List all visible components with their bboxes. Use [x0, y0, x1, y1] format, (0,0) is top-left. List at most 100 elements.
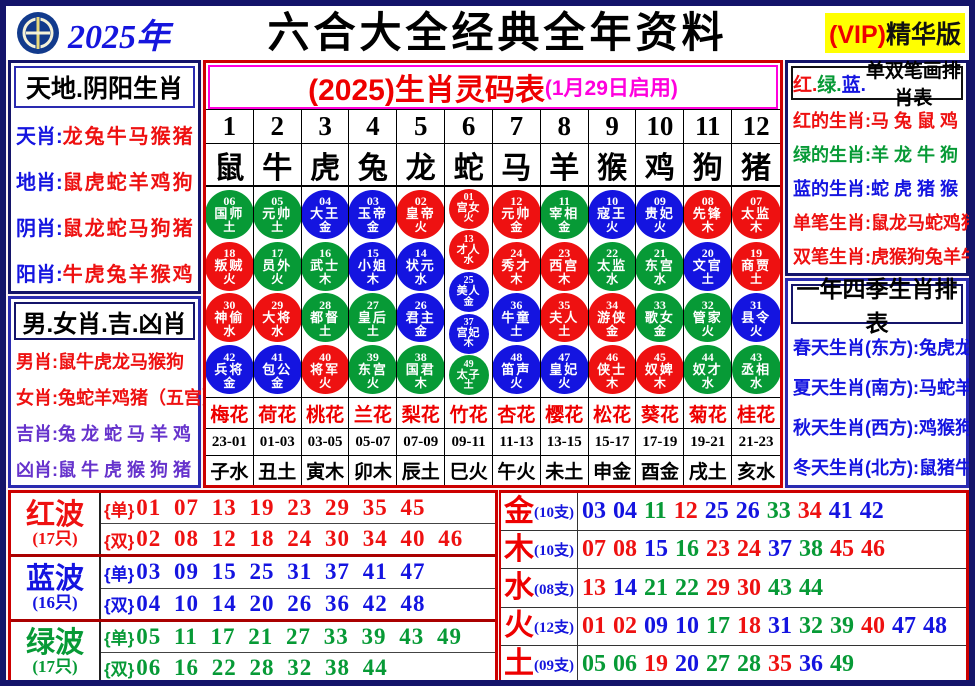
element-name: 土 — [504, 647, 534, 681]
ball-column: 04 大王金 16 武士木 28 都督土 40 将军火 — [301, 187, 350, 397]
number-ball: 43 丞相水 — [732, 345, 780, 395]
element-numbers: 03 04 11 12 25 26 33 34 41 42 — [578, 498, 891, 525]
item-value: 马蛇羊 — [918, 378, 973, 398]
ball-number: 20 — [701, 246, 714, 261]
hour-range: 05-07 — [349, 429, 398, 455]
branch-row: 子水 丑土 寅木 卯木 辰土 巳火 午火 未土 申金 酉金 戌土 亥水 — [206, 455, 780, 485]
number-ball: 11 宰相金 — [540, 189, 588, 239]
hour-range: 07-09 — [397, 429, 446, 455]
column-number: 10 — [636, 110, 685, 143]
ball-number: 22 — [606, 246, 619, 261]
ball-number: 39 — [366, 349, 379, 364]
number-ball: 41 包公金 — [253, 345, 301, 395]
ball-element: 土 — [271, 220, 284, 235]
ball-element: 水 — [653, 271, 666, 286]
wave-number-row: {单} 05 11 17 21 27 33 39 43 49 — [101, 622, 495, 653]
number-ball: 36 牛童土 — [492, 293, 540, 343]
element-number: 03 — [582, 498, 606, 525]
ball-number: 41 — [271, 349, 284, 364]
ball-element: 金 — [653, 323, 666, 338]
odd-even-tag: {双} — [104, 531, 135, 551]
ball-number: 10 — [606, 194, 619, 209]
element-number: 28 — [737, 650, 761, 677]
ball-number: 31 — [750, 298, 763, 313]
wave-rows: {单} 03 09 15 25 31 37 41 47 {双} 04 10 14 20… — [101, 557, 495, 618]
color-stroke-box: 红. 绿. 蓝. 单双笔画排肖表 红的生肖: 马 兔 鼠 鸡绿的生肖: 羊 龙 牛 狗蓝的生… — [785, 60, 969, 276]
wave-group: 红波 (17只) {单} 01 07 13 19 23 29 35 45 {双} 02 0… — [11, 493, 495, 555]
ball-number: 40 — [319, 349, 332, 364]
number-ball: 06 国师土 — [206, 189, 253, 239]
ball-title: 叛贼 — [214, 258, 245, 274]
ball-element: 木 — [558, 271, 571, 286]
element-number: 12 — [673, 498, 698, 525]
column-number: 4 — [349, 110, 398, 143]
ball-title: 文官 — [692, 258, 723, 274]
ball-title: 玉帝 — [357, 206, 388, 222]
element-number: 21 — [644, 574, 668, 601]
element-number: 42 — [859, 498, 884, 525]
item-value: 鼠猪牛 — [918, 458, 973, 478]
header-part: 蓝. — [841, 74, 866, 96]
wave-count: (17只) — [32, 657, 78, 677]
element-number: 25 — [704, 498, 729, 525]
flower-name: 竹花 — [445, 398, 493, 428]
number-ball: 01 宫女火 — [448, 188, 489, 229]
number-ball: 33 歌女金 — [636, 293, 684, 343]
ball-number: 13 — [463, 233, 474, 245]
element-number: 11 — [644, 498, 667, 525]
flower-name: 梅花 — [206, 398, 254, 428]
item-label: 凶肖: — [16, 460, 58, 480]
ball-number: 16 — [319, 246, 332, 261]
ball-column: 05 元帅土 17 员外火 29 大将水 41 包公金 — [253, 187, 302, 397]
number-ball: 19 商贾土 — [732, 241, 780, 291]
branch-element: 未土 — [541, 456, 589, 485]
item-label: 男肖: — [16, 352, 58, 372]
wave-number-row: {双} 04 10 14 20 26 36 42 48 — [101, 589, 495, 619]
ball-title: 贵妃 — [644, 206, 675, 222]
animal-name: 猴 — [589, 144, 637, 185]
flower-name: 荷花 — [254, 398, 302, 428]
ball-title: 大将 — [262, 310, 293, 326]
number-ball: 40 将军火 — [301, 345, 349, 395]
ball-title: 县令 — [741, 310, 772, 326]
element-number: 02 — [613, 612, 637, 639]
branch-element: 辰土 — [397, 456, 446, 485]
odd-even-tag: {单} — [104, 500, 135, 520]
number-ball: 03 玉帝金 — [349, 189, 397, 239]
ball-element: 火 — [319, 375, 332, 390]
number-ball: 45 奴婢木 — [636, 345, 684, 395]
column-number-row: 1 2 3 4 5 6 7 8 9 10 11 12 — [206, 109, 780, 144]
ball-number: 05 — [271, 194, 284, 209]
flower-row: 梅花 荷花 桃花 兰花 梨花 竹花 杏花 樱花 松花 葵花 菊花 桂花 — [206, 397, 780, 428]
column-number: 3 — [302, 110, 350, 143]
ball-title: 神偷 — [214, 310, 245, 326]
ball-title: 太监 — [741, 206, 772, 222]
number-ball: 07 太监木 — [732, 189, 780, 239]
ball-element: 木 — [366, 271, 379, 286]
element-number: 27 — [706, 650, 730, 677]
element-number: 09 — [644, 612, 668, 639]
number-ball: 48 笛声火 — [492, 345, 540, 395]
element-number: 17 — [706, 612, 730, 639]
element-number: 33 — [766, 498, 791, 525]
ball-number: 25 — [463, 275, 474, 287]
ball-title: 皇妃 — [549, 361, 580, 377]
number-ball: 26 君主金 — [397, 293, 445, 343]
item-label: 阴肖: — [16, 217, 63, 240]
number-ball: 25 美人金 — [448, 271, 489, 312]
wave-number-row: {双} 02 08 12 18 24 30 34 40 46 — [101, 524, 495, 554]
number-ball: 38 国君木 — [397, 345, 445, 395]
element-number: 43 — [768, 574, 792, 601]
wave-count: (16只) — [32, 592, 78, 612]
zodiac-list-item: 天肖: 龙兔牛马猴猪 — [11, 111, 198, 157]
element-number: 23 — [706, 536, 730, 563]
hour-range: 11-13 — [493, 429, 541, 455]
vip-badge: (VIP)精华版 — [825, 13, 965, 53]
item-value: 兔 龙 蛇 马 羊 鸡 — [58, 424, 192, 444]
number-ball: 32 管家火 — [684, 293, 732, 343]
ball-title: 美人 — [456, 285, 481, 298]
ball-element: 火 — [606, 220, 619, 235]
hour-range: 21-23 — [738, 433, 774, 450]
ball-element: 水 — [750, 375, 763, 390]
zodiac-list-item: 阳肖: 牛虎兔羊猴鸡 — [11, 249, 198, 295]
